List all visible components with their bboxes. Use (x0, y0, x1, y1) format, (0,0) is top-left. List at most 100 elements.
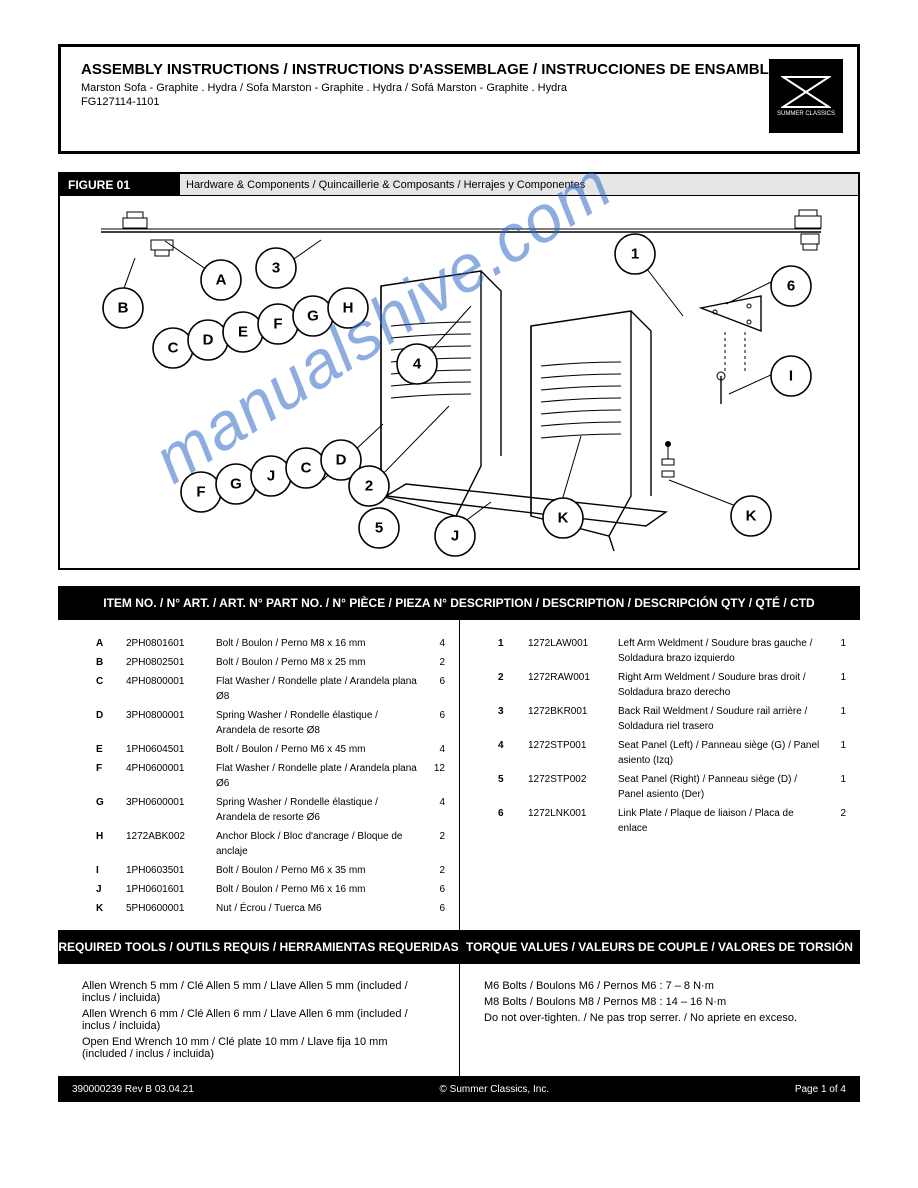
items-left-column: A2PH0801601Bolt / Boulon / Perno M8 x 16… (58, 620, 459, 930)
item-desc: Bolt / Boulon / Perno M8 x 16 mm (216, 636, 419, 651)
svg-text:5: 5 (375, 520, 383, 537)
svg-text:3: 3 (272, 260, 280, 277)
item-no: C (96, 674, 126, 704)
item-qty: 12 (419, 761, 449, 791)
torque-line: Do not over-tighten. / Ne pas trop serre… (484, 1012, 836, 1024)
item-qty: 6 (419, 708, 449, 738)
item-qty: 2 (419, 655, 449, 670)
svg-text:2: 2 (365, 478, 373, 495)
item-qty: 1 (820, 670, 850, 700)
item-desc: Spring Washer / Rondelle élastique / Ara… (216, 795, 419, 825)
svg-text:C: C (301, 460, 312, 477)
brand-logo-text: SUMMER CLASSICS (777, 111, 835, 118)
figure-box: FIGURE 01 Hardware & Components / Quinca… (58, 172, 860, 570)
item-desc: Anchor Block / Bloc d'ancrage / Bloque d… (216, 829, 419, 859)
svg-text:G: G (307, 308, 319, 325)
item-qty: 4 (419, 742, 449, 757)
tool-line: Open End Wrench 10 mm / Clé plate 10 mm … (82, 1036, 435, 1060)
tools-column: Allen Wrench 5 mm / Clé Allen 5 mm / Lla… (58, 964, 459, 1076)
item-no: K (96, 901, 126, 916)
item-desc: Bolt / Boulon / Perno M8 x 25 mm (216, 655, 419, 670)
svg-text:4: 4 (413, 356, 422, 373)
item-desc: Nut / Écrou / Tuerca M6 (216, 901, 419, 916)
item-desc: Right Arm Weldment / Soudure bras droit … (618, 670, 820, 700)
footer-center: © Summer Classics, Inc. (440, 1084, 550, 1095)
svg-text:E: E (238, 324, 248, 341)
list-item: 61272LNK001Link Plate / Plaque de liaiso… (460, 804, 860, 838)
item-no: 5 (498, 772, 528, 802)
item-qty: 4 (419, 795, 449, 825)
item-qty: 6 (419, 901, 449, 916)
item-partno: 3PH0800001 (126, 708, 216, 738)
svg-text:B: B (118, 300, 129, 317)
svg-text:H: H (343, 300, 354, 317)
tools-torque-row: Allen Wrench 5 mm / Clé Allen 5 mm / Lla… (58, 964, 860, 1076)
item-no: 4 (498, 738, 528, 768)
svg-text:D: D (336, 452, 347, 469)
item-partno: 2PH0801601 (126, 636, 216, 651)
item-qty: 2 (820, 806, 850, 836)
item-desc: Flat Washer / Rondelle plate / Arandela … (216, 674, 419, 704)
list-item: G3PH0600001Spring Washer / Rondelle élas… (58, 793, 459, 827)
svg-text:J: J (267, 468, 275, 485)
svg-text:C: C (168, 340, 179, 357)
item-partno: 1272RAW001 (528, 670, 618, 700)
tool-line: Allen Wrench 5 mm / Clé Allen 5 mm / Lla… (82, 980, 435, 1004)
item-no: D (96, 708, 126, 738)
item-partno: 4PH0800001 (126, 674, 216, 704)
list-item: F4PH0600001Flat Washer / Rondelle plate … (58, 759, 459, 793)
list-item: H1272ABK002Anchor Block / Bloc d'ancrage… (58, 827, 459, 861)
item-desc: Bolt / Boulon / Perno M6 x 16 mm (216, 882, 419, 897)
brand-logo: SUMMER CLASSICS (769, 59, 843, 133)
item-desc: Spring Washer / Rondelle élastique / Ara… (216, 708, 419, 738)
item-partno: 1272BKR001 (528, 704, 618, 734)
item-desc: Flat Washer / Rondelle plate / Arandela … (216, 761, 419, 791)
tools-torque-bar: REQUIRED TOOLS / OUTILS REQUIS / HERRAMI… (58, 930, 860, 964)
torque-line: M8 Bolts / Boulons M8 / Pernos M8 : 14 –… (484, 996, 836, 1008)
torque-line: M6 Bolts / Boulons M6 / Pernos M6 : 7 – … (484, 980, 836, 992)
item-desc: Seat Panel (Left) / Panneau siège (G) / … (618, 738, 820, 768)
svg-text:F: F (273, 316, 282, 333)
item-no: J (96, 882, 126, 897)
item-partno: 1PH0601601 (126, 882, 216, 897)
item-qty: 6 (419, 882, 449, 897)
svg-text:F: F (196, 484, 205, 501)
item-qty: 1 (820, 772, 850, 802)
item-no: A (96, 636, 126, 651)
list-item: C4PH0800001Flat Washer / Rondelle plate … (58, 672, 459, 706)
item-no: 6 (498, 806, 528, 836)
svg-text:1: 1 (631, 246, 639, 263)
svg-text:A: A (216, 272, 227, 289)
items-lists: A2PH0801601Bolt / Boulon / Perno M8 x 16… (58, 620, 860, 930)
item-partno: 1272STP001 (528, 738, 618, 768)
figure-bar: FIGURE 01 Hardware & Components / Quinca… (60, 174, 858, 196)
header-model: FG127114-1101 (81, 96, 837, 108)
list-item: 51272STP002Seat Panel (Right) / Panneau … (460, 770, 860, 804)
header-box: ASSEMBLY INSTRUCTIONS / INSTRUCTIONS D'A… (58, 44, 860, 154)
item-no: G (96, 795, 126, 825)
list-item: B2PH0802501Bolt / Boulon / Perno M8 x 25… (58, 653, 459, 672)
item-no: F (96, 761, 126, 791)
svg-text:D: D (203, 332, 214, 349)
item-partno: 3PH0600001 (126, 795, 216, 825)
item-qty: 2 (419, 829, 449, 859)
svg-text:K: K (746, 508, 757, 525)
list-item: 31272BKR001Back Rail Weldment / Soudure … (460, 702, 860, 736)
item-partno: 1PH0604501 (126, 742, 216, 757)
item-no: 2 (498, 670, 528, 700)
list-item: K5PH0600001Nut / Écrou / Tuerca M66 (58, 899, 459, 918)
svg-text:I: I (789, 368, 793, 385)
torque-header: TORQUE VALUES / VALEURS DE COUPLE / VALO… (459, 940, 860, 954)
list-item: 11272LAW001Left Arm Weldment / Soudure b… (460, 634, 860, 668)
svg-text:G: G (230, 476, 242, 493)
figure-caption: Hardware & Components / Quincaillerie & … (180, 174, 858, 196)
item-header-bar: ITEM NO. / N° ART. / ART. N° PART NO. / … (58, 586, 860, 620)
item-partno: 4PH0600001 (126, 761, 216, 791)
list-item: I1PH0603501Bolt / Boulon / Perno M6 x 35… (58, 861, 459, 880)
item-qty: 1 (820, 636, 850, 666)
header-product: Marston Sofa - Graphite . Hydra / Sofa M… (81, 82, 837, 94)
svg-text:K: K (558, 510, 569, 527)
tool-line: Allen Wrench 6 mm / Clé Allen 6 mm / Lla… (82, 1008, 435, 1032)
item-desc: Back Rail Weldment / Soudure rail arrièr… (618, 704, 820, 734)
footer-right: Page 1 of 4 (795, 1084, 846, 1095)
